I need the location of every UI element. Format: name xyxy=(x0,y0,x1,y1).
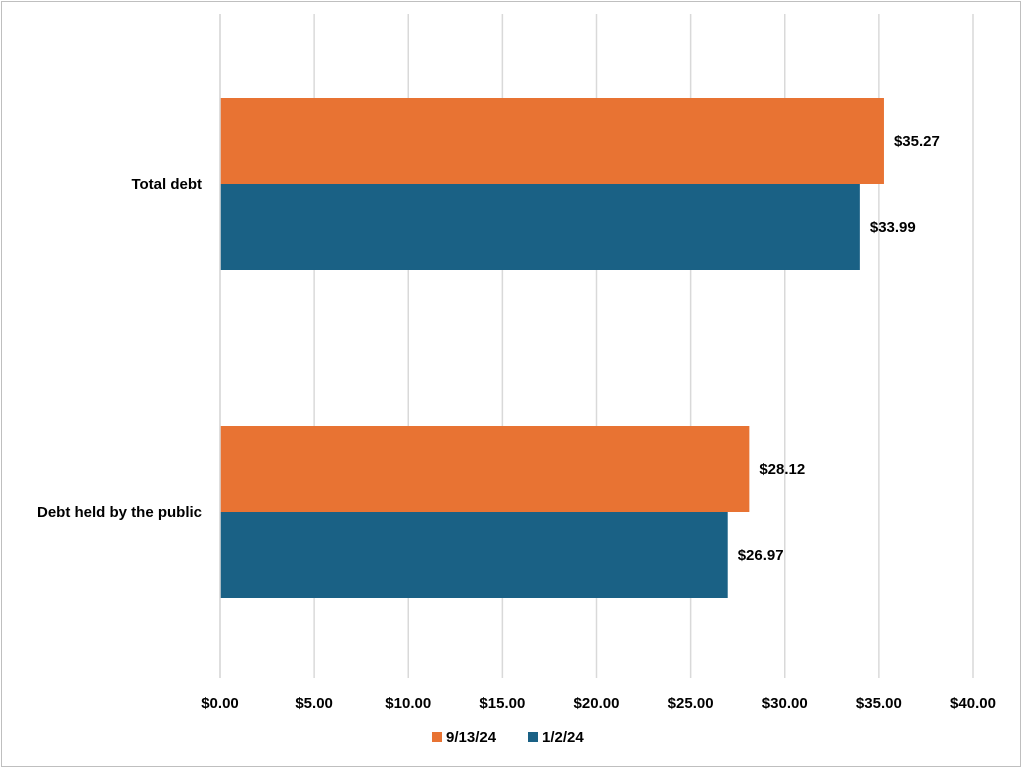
category-label: Debt held by the public xyxy=(37,504,202,521)
bar-series-1 xyxy=(220,426,750,512)
bar-series-2 xyxy=(220,184,860,270)
bar-series-2 xyxy=(220,512,728,598)
x-tick-label: $5.00 xyxy=(295,695,333,712)
data-label: $26.97 xyxy=(738,547,784,564)
x-tick-label: $25.00 xyxy=(668,695,714,712)
bar-series-1 xyxy=(220,98,884,184)
x-tick-label: $35.00 xyxy=(856,695,902,712)
legend-swatch xyxy=(528,732,538,742)
data-label: $28.12 xyxy=(759,461,805,478)
x-tick-label: $40.00 xyxy=(950,695,996,712)
legend: 9/13/24 1/2/24 xyxy=(432,729,584,746)
x-tick-label: $20.00 xyxy=(574,695,620,712)
data-label: $35.27 xyxy=(894,133,940,150)
x-tick-label: $0.00 xyxy=(201,695,239,712)
data-labels: $35.27 $33.99 $28.12 $26.97 xyxy=(738,133,940,564)
x-tick-label: $30.00 xyxy=(762,695,808,712)
category-label: Total debt xyxy=(131,176,202,193)
data-label: $33.99 xyxy=(870,219,916,236)
legend-label: 9/13/24 xyxy=(446,729,497,746)
category-axis: Total debt Debt held by the public xyxy=(37,14,221,678)
x-tick-label: $15.00 xyxy=(479,695,525,712)
legend-label: 1/2/24 xyxy=(542,729,584,746)
legend-swatch xyxy=(432,732,442,742)
x-tick-label: $10.00 xyxy=(385,695,431,712)
x-axis: $0.00 $5.00 $10.00 $15.00 $20.00 $25.00 $30.00… xyxy=(201,695,996,712)
bars xyxy=(220,98,884,598)
